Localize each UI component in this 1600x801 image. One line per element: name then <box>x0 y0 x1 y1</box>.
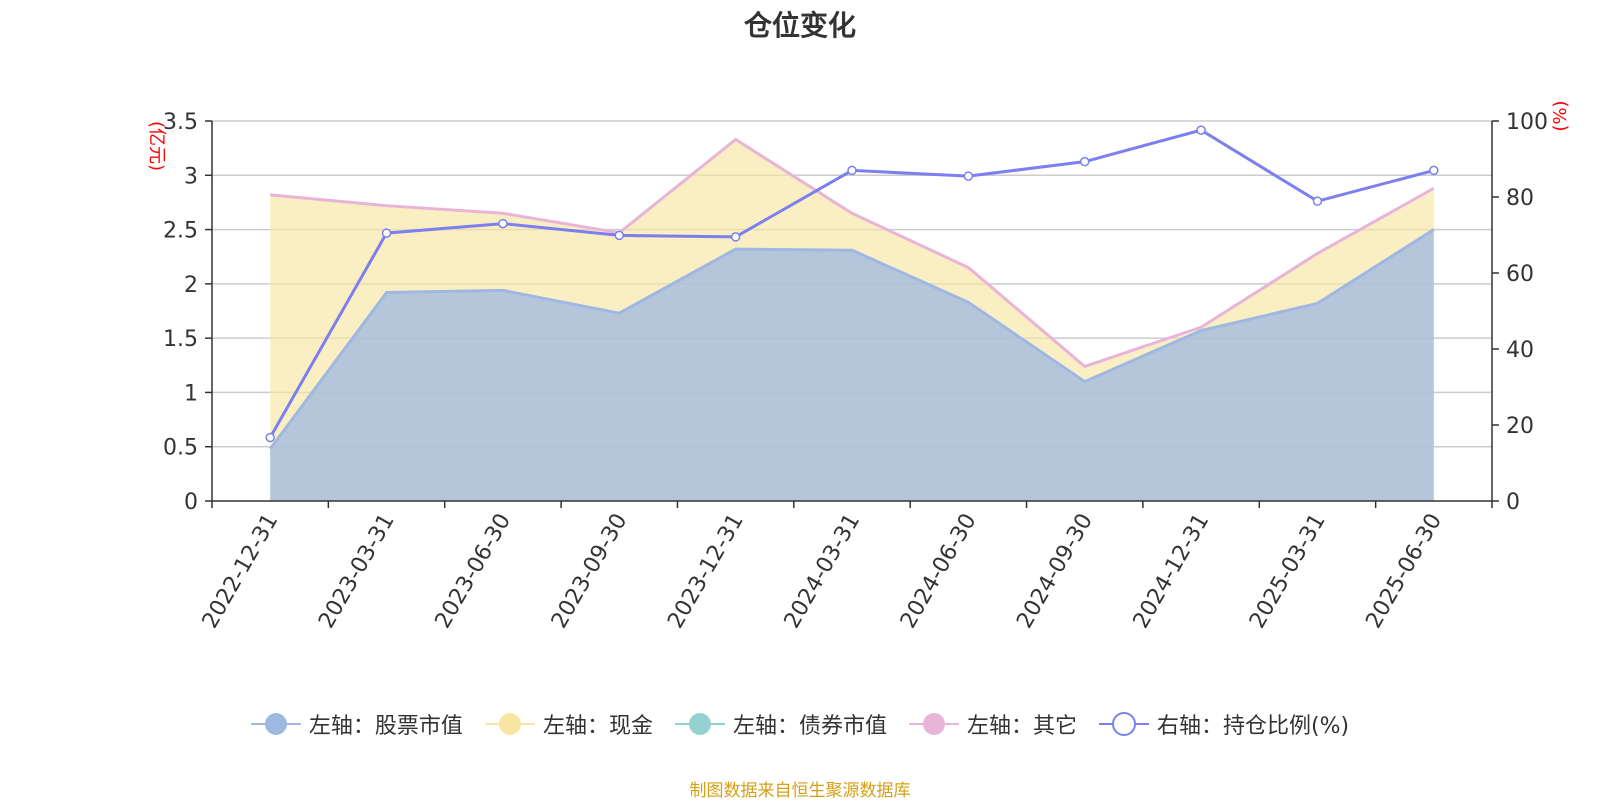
left-tick-label: 2 <box>184 273 198 298</box>
chart-title: 仓位变化 <box>743 9 856 42</box>
legend: 左轴：股票市值 左轴：现金 左轴：债券市值 左轴：其它 右轴：持仓比例(%) <box>0 708 1600 740</box>
x-tick-label: 2024-06-30 <box>896 510 982 633</box>
legend-item[interactable]: 右轴：持仓比例(%) <box>1098 708 1350 740</box>
left-tick-label: 1.5 <box>163 327 198 352</box>
right-axis-unit: (%) <box>1550 100 1571 131</box>
x-tick-label: 2024-03-31 <box>780 510 866 633</box>
legend-item[interactable]: 左轴：股票市值 <box>250 708 463 740</box>
left-axis-unit: (亿元) <box>146 121 167 171</box>
ratio-point <box>1196 125 1206 135</box>
legend-item[interactable]: 左轴：现金 <box>484 708 653 740</box>
ratio-point <box>847 165 857 176</box>
left-tick-label: 0.5 <box>163 436 198 461</box>
legend-label: 右轴：持仓比例(%) <box>1156 714 1350 739</box>
legend-label: 左轴：股票市值 <box>308 714 463 739</box>
ratio-point <box>498 218 508 229</box>
legend-item[interactable]: 左轴：其它 <box>908 708 1077 740</box>
legend-swatch-marker <box>688 713 711 735</box>
right-tick-label: 80 <box>1506 186 1534 211</box>
legend-swatch <box>484 713 535 735</box>
x-tick-label: 2025-06-30 <box>1361 510 1447 633</box>
legend-swatch <box>908 713 959 735</box>
left-tick-label: 3.5 <box>163 110 198 135</box>
other-line <box>270 137 1435 369</box>
x-tick-label: 2024-12-31 <box>1129 510 1215 633</box>
ratio-point <box>1312 196 1323 206</box>
right-tick-label: 40 <box>1506 338 1534 363</box>
right-tick-label: 60 <box>1506 262 1534 287</box>
ratio-point <box>381 228 392 238</box>
x-tick-label: 2022-12-31 <box>198 510 284 633</box>
ratio-point <box>963 171 974 181</box>
right-tick-label: 20 <box>1506 414 1534 439</box>
ratio-point <box>1079 156 1090 167</box>
ratio-point <box>614 230 625 241</box>
right-tick-label: 100 <box>1506 110 1548 135</box>
x-tick-label: 2023-06-30 <box>431 510 517 633</box>
x-tick-label: 2025-03-31 <box>1245 510 1331 633</box>
ratio-point <box>1429 165 1439 176</box>
x-tick-label: 2023-12-31 <box>663 510 749 633</box>
legend-label: 左轴：现金 <box>542 714 653 739</box>
stock-area <box>270 229 1434 502</box>
legend-swatch <box>250 713 301 735</box>
right-tick-label: 0 <box>1506 490 1520 515</box>
legend-label: 左轴：其它 <box>966 714 1077 739</box>
x-tick-label: 2023-03-31 <box>314 510 400 633</box>
legend-label: 左轴：债券市值 <box>732 714 887 739</box>
legend-swatch <box>674 713 725 735</box>
legend-swatch-marker <box>1111 712 1136 736</box>
legend-swatch-marker <box>498 713 521 735</box>
left-tick-label: 0 <box>184 490 198 515</box>
legend-swatch <box>1098 712 1149 736</box>
left-tick-label: 1 <box>184 381 198 406</box>
left-tick-label: 2.5 <box>163 219 198 244</box>
legend-swatch-marker <box>922 713 945 735</box>
ratio-point <box>730 232 741 242</box>
x-tick-label: 2024-09-30 <box>1012 510 1098 633</box>
legend-swatch-marker <box>264 713 287 735</box>
ratio-point <box>265 432 275 443</box>
stock-line <box>268 228 1435 450</box>
source-note: 制图数据来自恒生聚源数据库 <box>689 781 911 801</box>
left-tick-label: 3 <box>184 164 198 189</box>
x-tick-label: 2023-09-30 <box>547 510 633 633</box>
legend-item[interactable]: 左轴：债券市值 <box>674 708 887 740</box>
